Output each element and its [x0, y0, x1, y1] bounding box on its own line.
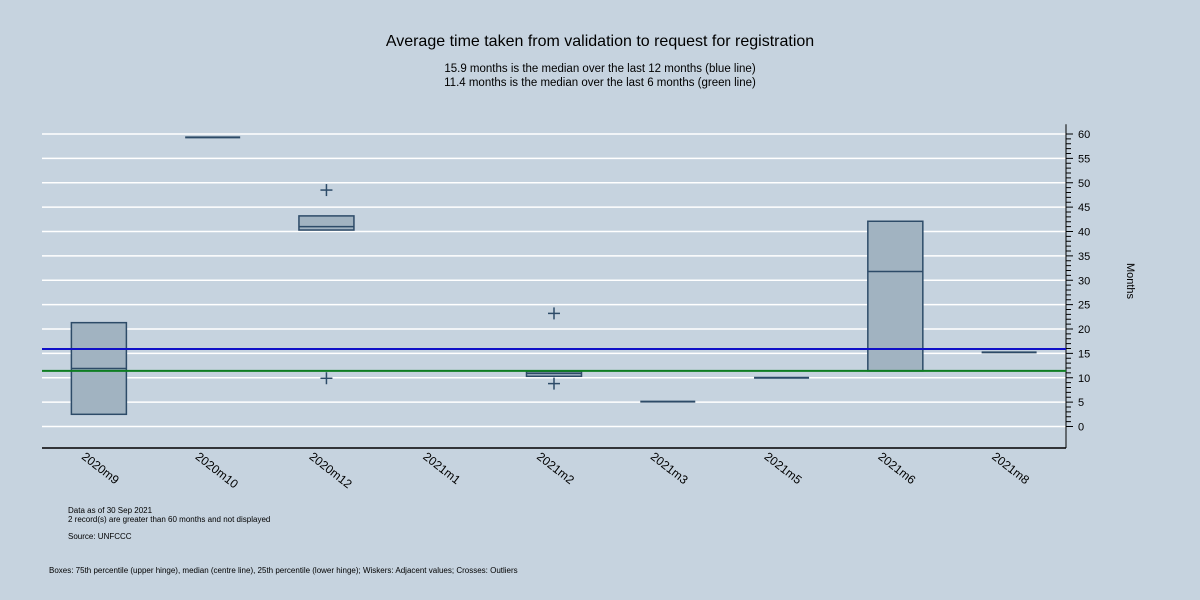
x-tick-label: 2021m2 — [534, 449, 577, 487]
y-tick-label: 25 — [1078, 300, 1090, 312]
data-date-note: Data as of 30 Sep 2021 — [68, 506, 153, 515]
x-tick-label: 2020m10 — [193, 449, 241, 491]
chart-subtitle-line-1: 15.9 months is the median over the last … — [444, 63, 756, 75]
y-tick-label: 30 — [1078, 275, 1090, 287]
x-tick-label: 2021m1 — [420, 449, 463, 487]
x-tick-label: 2020m12 — [307, 449, 355, 491]
x-tick-label: 2020m9 — [79, 449, 122, 487]
y-tick-label: 35 — [1078, 251, 1090, 263]
y-tick-label: 40 — [1078, 227, 1090, 239]
chart-title: Average time taken from validation to re… — [385, 33, 815, 50]
y-tick-label: 50 — [1078, 178, 1090, 190]
y-tick-label: 60 — [1078, 129, 1090, 141]
y-tick-label: 55 — [1078, 153, 1090, 165]
x-tick-label: 2021m5 — [762, 449, 805, 487]
records-note: 2 record(s) are greater than 60 months a… — [68, 515, 271, 524]
y-tick-label: 0 — [1078, 422, 1084, 434]
x-tick-label: 2021m8 — [989, 449, 1032, 487]
chart-subtitle-line-2: 11.4 months is the median over the last … — [444, 77, 756, 89]
box-2020m12 — [298, 215, 355, 231]
x-tick-label: 2021m6 — [875, 449, 918, 487]
y-tick-label: 45 — [1078, 202, 1090, 214]
box-2021m6 — [867, 220, 924, 372]
x-tick-label: 2021m3 — [648, 449, 691, 487]
y-tick-label: 10 — [1078, 373, 1090, 385]
y-tick-label: 5 — [1078, 397, 1084, 409]
y-tick-label: 20 — [1078, 324, 1090, 336]
legend-note: Boxes: 75th percentile (upper hinge), me… — [49, 566, 518, 575]
y-tick-label: 15 — [1078, 348, 1090, 360]
y-axis-title: Months — [1124, 263, 1136, 300]
source-note: Source: UNFCCC — [68, 532, 132, 541]
